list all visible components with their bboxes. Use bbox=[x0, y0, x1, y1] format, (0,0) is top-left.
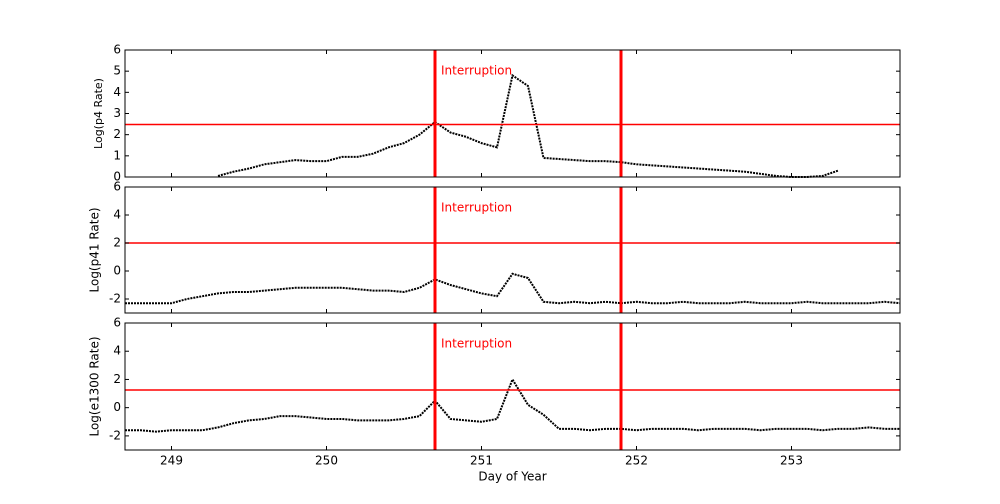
x-axis-label: Day of Year bbox=[478, 470, 546, 484]
y-tick-label: 3 bbox=[113, 106, 121, 120]
y-tick-label: -2 bbox=[109, 292, 121, 306]
y-tick-label: 2 bbox=[113, 372, 121, 386]
y-tick-label: -2 bbox=[109, 428, 121, 442]
y-tick-label: 2 bbox=[113, 236, 121, 250]
data-line bbox=[217, 73, 839, 178]
axes-frame bbox=[124, 186, 901, 314]
x-tick-label: 249 bbox=[160, 454, 183, 468]
annotation: Interruption bbox=[441, 64, 512, 78]
y-tick-label: 0 bbox=[113, 170, 121, 184]
annotation: Interruption bbox=[441, 337, 512, 351]
y-tick-label: 5 bbox=[113, 64, 121, 78]
x-tick-label: 252 bbox=[625, 454, 648, 468]
y-tick-label: 2 bbox=[113, 127, 121, 141]
y-tick-label: 0 bbox=[113, 264, 121, 278]
data-line bbox=[125, 377, 900, 433]
y-axis-label: Log(e1300 Rate) bbox=[88, 336, 102, 436]
annotation: Interruption bbox=[441, 201, 512, 215]
y-tick-label: 6 bbox=[113, 43, 121, 57]
x-tick-label: 251 bbox=[470, 454, 493, 468]
y-tick-label: 1 bbox=[113, 148, 121, 162]
x-tick-label: 250 bbox=[315, 454, 338, 468]
data-line bbox=[125, 272, 901, 305]
y-axis-label: Log(p41 Rate) bbox=[88, 207, 102, 292]
y-tick-label: 4 bbox=[113, 344, 121, 358]
y-tick-label: 0 bbox=[113, 400, 121, 414]
x-tick-label: 253 bbox=[780, 454, 803, 468]
axes-frame bbox=[124, 322, 901, 451]
y-tick-label: 6 bbox=[113, 180, 121, 194]
y-tick-label: 4 bbox=[113, 85, 121, 99]
y-tick-label: 6 bbox=[113, 316, 121, 330]
y-tick-label: 4 bbox=[113, 208, 121, 222]
y-axis-label: Log(p4 Rate) bbox=[92, 78, 105, 149]
